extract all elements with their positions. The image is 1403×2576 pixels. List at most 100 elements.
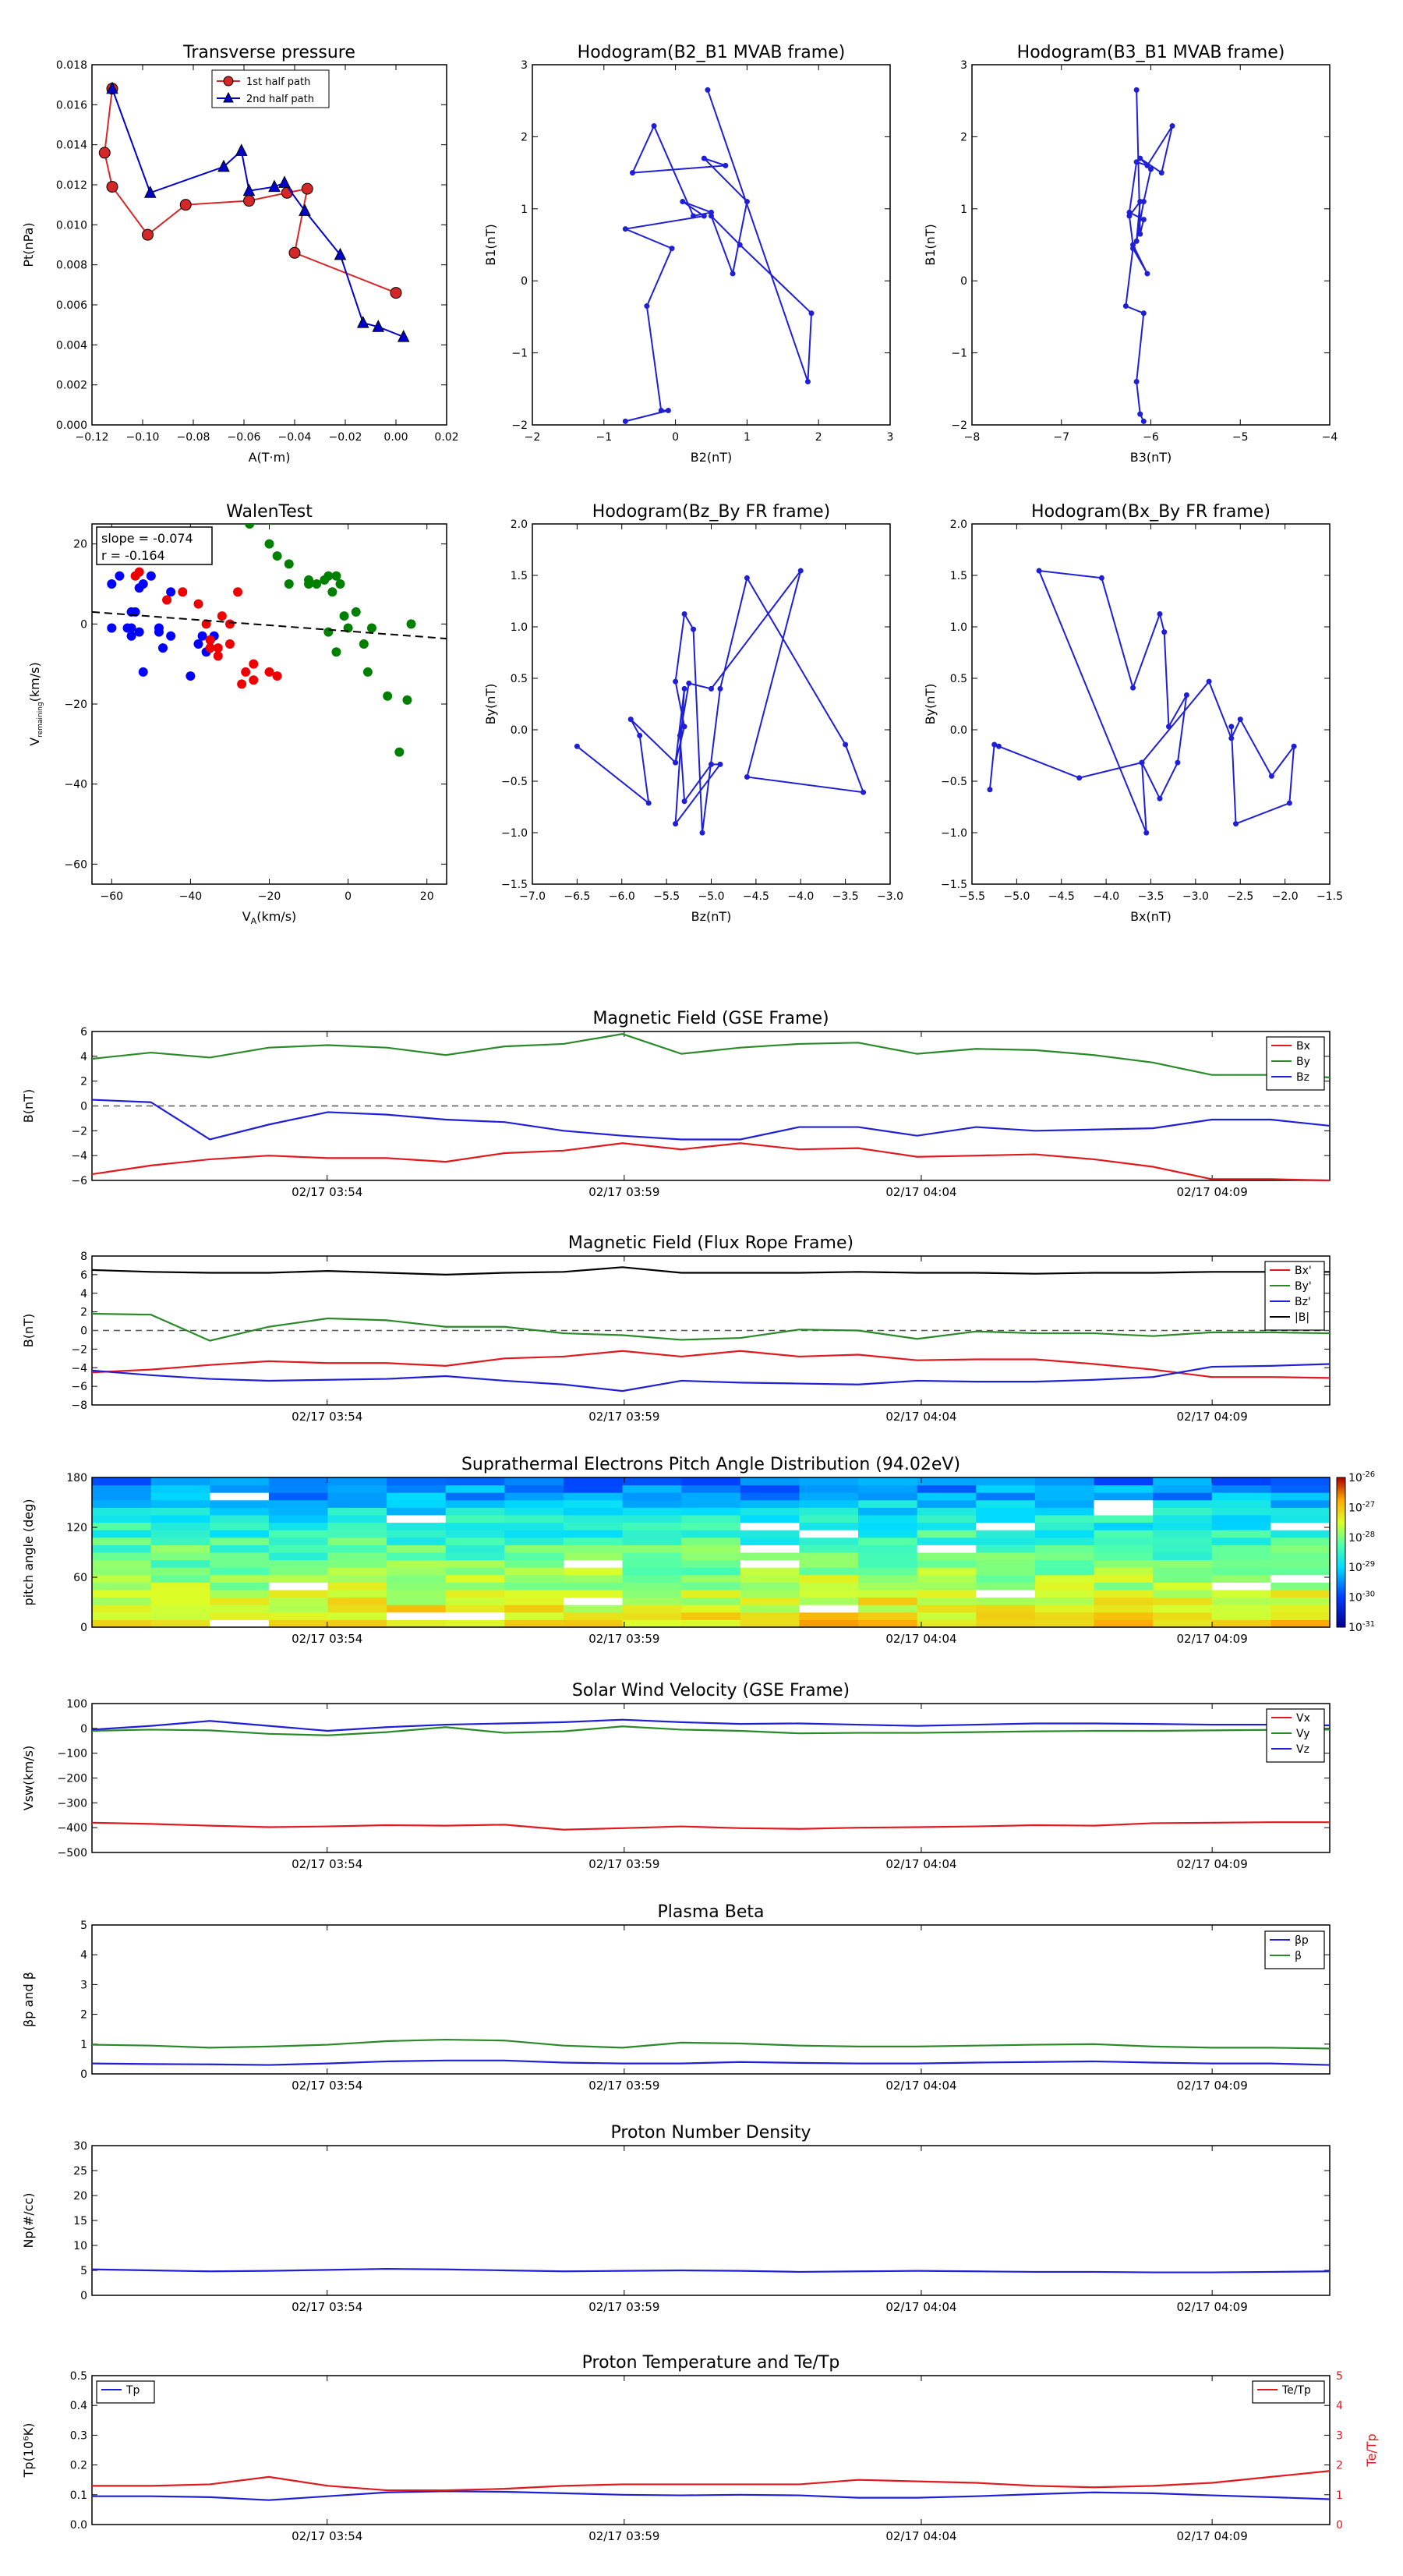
walen-point [213,651,223,661]
walen-point [249,675,259,685]
mag-fr-legend-label: By' [1295,1280,1312,1293]
transverse-xtick-label: −0.04 [278,431,312,444]
walen-point [394,747,405,757]
pad-cell [92,1552,152,1561]
pad-cell [1094,1530,1154,1538]
pad-cell [1153,1552,1213,1561]
pad-cell [1270,1605,1331,1613]
hodo-bzby-xtick-label: −5.0 [698,890,725,903]
beta-frame [91,1924,1331,2075]
pad-cell [387,1567,447,1576]
pad-cell [1211,1499,1271,1508]
hodo-bzby-path [576,570,865,833]
mag-gse-xtick-label: 02/17 04:04 [885,1185,956,1199]
pad-cell [917,1619,977,1628]
pad-cell [1034,1522,1095,1530]
pad-cell [268,1537,328,1545]
pad-cell [504,1574,564,1583]
pad-cell [563,1522,624,1530]
pad-cell [799,1605,859,1613]
pad-cell [210,1590,270,1598]
vsw-ytick-label: 0 [80,1723,87,1736]
pad-cell [1270,1559,1331,1568]
pad-cell [387,1582,447,1591]
pad-cell [268,1545,328,1553]
pad-cell [268,1567,328,1576]
hodo-b3b1-ylabel: B1(nT) [923,224,938,266]
hodo-b3b1-point [1137,155,1143,161]
hodo-b3b1-point [1133,379,1140,385]
mag-fr-legend-label: |B| [1295,1311,1309,1324]
mag-fr-legend-label: Bx' [1295,1265,1312,1277]
pad-cell [917,1582,977,1591]
walen-point [264,539,274,549]
pad-cell [799,1552,859,1561]
hodo-bzby-ylabel: By(nT) [483,684,498,725]
walen-point [134,567,144,577]
hodo-b3b1-point [1140,418,1147,424]
hodo-b3b1-xtick-label: −8 [964,431,981,444]
pad-cell [976,1507,1036,1516]
pad-cell [210,1619,270,1628]
pad-cell [1211,1567,1271,1576]
transverse-ylabel: Pt(nPa) [21,222,36,267]
pad-cell [740,1530,800,1538]
pad-heatmap-cells [92,1477,1331,1628]
pad-cell [622,1582,682,1591]
hodo-b3b1-point [1148,166,1154,172]
pad-cell [150,1559,210,1568]
hodo-b3b1-xtick-label: −4 [1322,431,1338,444]
mag-fr-ytick-label: −2 [71,1343,87,1356]
vsw-xtick-label: 02/17 03:54 [292,1857,362,1871]
pad-cell [563,1552,624,1561]
pad-cell [917,1515,977,1523]
pad-cell [1270,1552,1331,1561]
pad-cell [563,1484,624,1493]
pad-cell [622,1507,682,1516]
hodo-b3b1-point [1144,162,1150,168]
pad-cell [1094,1477,1154,1486]
pad-cell [504,1507,564,1516]
hodo-b2b1-point [701,155,707,161]
pad-cell [917,1530,977,1538]
pad-cell [268,1530,328,1538]
pad-cell [150,1537,210,1545]
pad-cell [268,1574,328,1583]
hodo-b2b1-point [709,213,714,219]
tp-left-legend-label: Tp [125,2384,140,2397]
tp-y2tick-label: 1 [1336,2489,1343,2502]
walen-point [213,643,223,653]
mag-fr-ytick-label: 6 [80,1269,87,1282]
pad-cell [622,1537,682,1545]
pad-cell [1153,1545,1213,1553]
pad-ytick-label: 120 [66,1522,87,1534]
transverse-legend-marker [223,91,234,103]
pad-cell [92,1515,152,1523]
tp-ytick-label: 0.5 [70,2370,87,2383]
pad-cell [387,1619,447,1628]
hodo-bxby-xtick-label: −4.5 [1048,890,1075,903]
pad-cell [681,1597,741,1605]
pad-cell [445,1574,505,1583]
hodo-b2b1-point [804,379,811,385]
walen-point [126,623,136,633]
pad-cell [681,1492,741,1501]
pad-cell [917,1507,977,1516]
hodo-b3b1-point [1130,242,1136,248]
tp-y2tick-label: 4 [1336,2400,1343,2412]
pad-cell [563,1559,624,1568]
transverse-point [372,320,385,332]
pad-cell [92,1567,152,1576]
pad-cell [504,1612,564,1620]
pad-cell [387,1515,447,1523]
transverse-ytick-label: 0.010 [56,219,87,232]
mag-fr-series-line [91,1363,1331,1392]
walen-point [134,627,144,637]
pad-cell [622,1552,682,1561]
transverse-point [106,181,118,193]
vsw-title: Solar Wind Velocity (GSE Frame) [572,1681,850,1700]
mag-fr-ytick-label: −4 [71,1362,87,1375]
pad-cell [622,1545,682,1553]
transverse-point [143,186,157,198]
